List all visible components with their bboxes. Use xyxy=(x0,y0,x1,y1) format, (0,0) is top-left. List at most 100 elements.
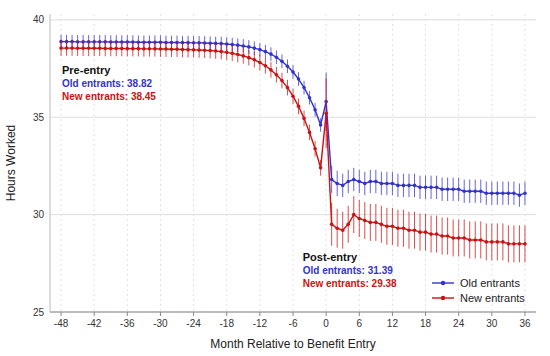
point xyxy=(435,186,439,190)
point xyxy=(457,236,461,240)
point xyxy=(402,184,406,188)
point xyxy=(324,112,328,116)
x-grid-line xyxy=(458,14,459,312)
series xyxy=(59,40,527,262)
grid xyxy=(50,14,536,312)
point xyxy=(380,182,384,186)
annotation: Old entrants: 31.39 xyxy=(303,265,393,276)
point xyxy=(308,96,312,100)
point xyxy=(479,238,483,242)
point xyxy=(396,184,400,188)
x-tick-label: 12 xyxy=(387,318,399,329)
point xyxy=(396,226,400,230)
point xyxy=(153,47,157,51)
point xyxy=(369,180,373,184)
x-grid-line xyxy=(491,14,492,312)
legend-label: Old entrants xyxy=(460,277,520,289)
x-grid-line xyxy=(61,14,62,312)
x-tick-label: -30 xyxy=(153,318,168,329)
series-line xyxy=(61,48,525,244)
point xyxy=(319,166,323,170)
point xyxy=(418,230,422,234)
y-grid-line xyxy=(50,117,536,118)
x-grid-line xyxy=(259,14,260,312)
point xyxy=(357,180,361,184)
point xyxy=(297,77,301,81)
point xyxy=(407,184,411,188)
point xyxy=(363,219,367,223)
point xyxy=(247,45,251,49)
point xyxy=(330,178,334,182)
point xyxy=(313,147,317,151)
x-tick-label: -48 xyxy=(54,318,69,329)
point xyxy=(280,60,284,64)
x-tick-label: -24 xyxy=(186,318,201,329)
point xyxy=(512,242,516,246)
x-grid-line xyxy=(193,14,194,312)
annotation: New entrants: 38.45 xyxy=(62,91,156,102)
point xyxy=(385,182,389,186)
legend-marker xyxy=(441,281,445,285)
point xyxy=(451,187,455,191)
point xyxy=(380,223,384,227)
y-tick-label: 25 xyxy=(33,307,45,318)
point xyxy=(280,79,284,83)
x-tick xyxy=(392,312,393,316)
y-tick-label: 30 xyxy=(33,209,45,220)
point xyxy=(335,226,339,230)
point xyxy=(264,50,268,54)
point xyxy=(523,191,527,195)
point xyxy=(241,54,245,58)
point xyxy=(507,191,511,195)
point xyxy=(148,47,152,51)
x-tick xyxy=(259,312,260,316)
point xyxy=(137,47,141,51)
point xyxy=(507,242,511,246)
x-tick-label: -42 xyxy=(87,318,102,329)
point xyxy=(462,189,466,193)
x-tick-label: 36 xyxy=(519,318,531,329)
point xyxy=(76,46,80,50)
point xyxy=(253,46,257,50)
point xyxy=(352,178,356,182)
x-tick-label: -6 xyxy=(289,318,298,329)
x-tick xyxy=(127,312,128,316)
point xyxy=(70,46,74,50)
point xyxy=(219,50,223,54)
point xyxy=(457,187,461,191)
x-tick xyxy=(425,312,426,316)
point xyxy=(490,191,494,195)
point xyxy=(142,47,146,51)
point xyxy=(496,191,500,195)
point xyxy=(269,68,273,72)
point xyxy=(59,46,63,50)
point xyxy=(357,217,361,221)
point xyxy=(264,64,268,68)
point xyxy=(308,131,312,135)
point xyxy=(92,46,96,50)
point xyxy=(484,191,488,195)
point xyxy=(435,232,439,236)
x-tick xyxy=(94,312,95,316)
point xyxy=(446,234,450,238)
point xyxy=(203,48,207,52)
x-tick-label: -12 xyxy=(253,318,268,329)
point xyxy=(258,48,262,52)
point xyxy=(164,47,168,51)
point xyxy=(126,47,130,51)
y-axis-line xyxy=(50,14,51,312)
x-tick xyxy=(293,312,294,316)
x-grid-line xyxy=(160,14,161,312)
y-tick-label: 35 xyxy=(33,112,45,123)
x-tick xyxy=(160,312,161,316)
x-axis-label: Month Relative to Benefit Entry xyxy=(210,337,375,351)
point xyxy=(468,238,472,242)
point xyxy=(291,70,295,74)
point xyxy=(286,86,290,90)
point xyxy=(418,186,422,190)
point xyxy=(374,221,378,225)
point xyxy=(462,236,466,240)
y-axis-label: Hours Worked xyxy=(4,125,18,201)
x-tick-label: 6 xyxy=(356,318,362,329)
point xyxy=(214,49,218,53)
